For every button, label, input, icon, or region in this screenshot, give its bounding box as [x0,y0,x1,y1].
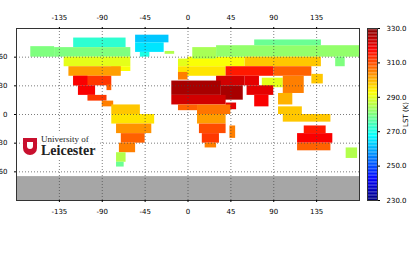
svg-text:90: 90 [269,208,278,214]
svg-text:330.0: 330.0 [387,25,407,33]
svg-text:LST (K): LST (K) [402,102,410,127]
svg-text:-135: -135 [51,14,67,22]
svg-text:0: 0 [186,14,190,22]
svg-text:270.0: 270.0 [387,128,407,136]
svg-text:60: 60 [0,53,8,61]
svg-text:0: 0 [186,208,190,214]
svg-text:310.0: 310.0 [387,59,407,67]
svg-text:-60: -60 [0,168,8,176]
svg-text:135: 135 [310,14,323,22]
svg-text:90: 90 [269,14,278,22]
svg-text:0: 0 [3,111,7,119]
svg-text:290.0: 290.0 [387,94,407,102]
svg-text:-90: -90 [97,14,108,22]
svg-text:45: 45 [226,208,235,214]
svg-text:-90: -90 [97,208,108,214]
svg-text:45: 45 [226,14,235,22]
svg-text:-30: -30 [0,139,8,147]
svg-text:250.0: 250.0 [387,162,407,170]
svg-text:-45: -45 [139,208,150,214]
svg-text:-45: -45 [139,14,150,22]
html-text:Leicester: Leicester [41,143,96,158]
svg-text:230.0: 230.0 [387,197,407,205]
svg-text:-135: -135 [51,208,67,214]
html-text:University of: University of [41,134,89,144]
svg-text:30: 30 [0,82,8,90]
svg-text:135: 135 [310,208,323,214]
